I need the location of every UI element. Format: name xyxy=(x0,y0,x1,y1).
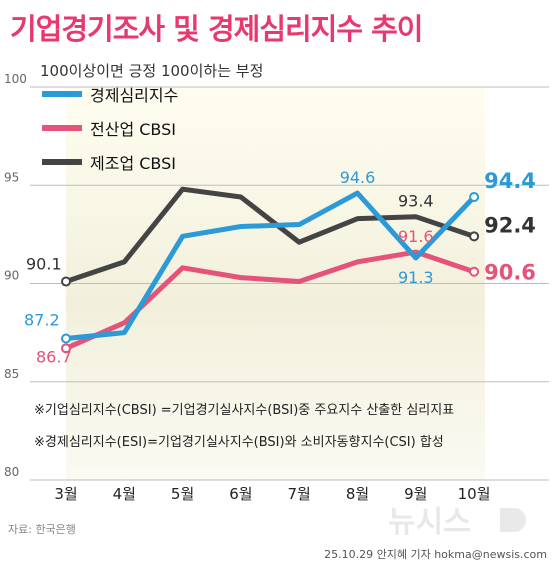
x-tick-label: 10월 xyxy=(458,485,491,503)
data-label: 91.6 xyxy=(398,227,434,246)
data-label: 91.3 xyxy=(398,268,434,287)
data-label: 92.4 xyxy=(484,213,536,237)
source-note: 자료: 한국은행 xyxy=(8,523,76,536)
data-point-marker xyxy=(469,266,480,277)
note-cbsi: ※기업심리지수(CBSI) =기업경기실사지수(BSI)중 주요지수 산출한 심… xyxy=(34,403,454,418)
x-tick-label: 6월 xyxy=(229,485,252,503)
watermark-logo-icon xyxy=(500,508,526,532)
series-markers xyxy=(61,192,480,354)
data-label: 87.2 xyxy=(24,311,60,330)
chart-title: 기업경기조사 및 경제심리지수 추이 xyxy=(10,12,423,46)
data-point-marker xyxy=(61,276,71,287)
y-tick-label-95: 95 xyxy=(4,170,19,184)
x-tick-label: 8월 xyxy=(346,485,369,503)
chart-notes: ※기업심리지수(CBSI) =기업경기실사지수(BSI)중 주요지수 산출한 심… xyxy=(34,403,454,450)
data-label: 93.4 xyxy=(398,192,434,211)
x-axis: 3월 4월 5월 6월 7월 8월 9월 10월 xyxy=(54,485,490,503)
y-tick-label-90: 90 xyxy=(4,269,19,283)
legend-swatch-manufacturing xyxy=(42,159,82,165)
x-tick-label: 9월 xyxy=(404,485,427,503)
legend-swatch-all-industry xyxy=(42,125,82,131)
data-label: 90.6 xyxy=(484,261,536,285)
chart-subtitle: 100이상이면 긍정 100이하는 부정 xyxy=(40,62,264,80)
x-tick-label: 4월 xyxy=(113,485,136,503)
grid xyxy=(30,86,549,481)
series-line-esi xyxy=(63,190,477,342)
x-tick-label: 5월 xyxy=(171,485,194,503)
legend-label-all-industry: 전산업 CBSI xyxy=(90,120,176,139)
y-tick-label-100: 100 xyxy=(4,72,27,86)
credit-line: 25.10.29 안지혜 기자 hokma@newsis.com xyxy=(324,548,547,561)
legend-label-esi: 경제심리지수 xyxy=(90,86,178,105)
x-tick-label: 3월 xyxy=(54,485,77,503)
legend: 경제심리지수 전산업 CBSI 제조업 CBSI xyxy=(42,86,178,173)
y-tick-label-85: 85 xyxy=(4,367,19,381)
newsis-watermark: 뉴시스 xyxy=(388,505,526,540)
data-point-marker xyxy=(61,343,71,354)
legend-swatch-esi xyxy=(42,91,82,97)
y-tick-label-80: 80 xyxy=(4,465,19,479)
data-point-marker xyxy=(61,333,71,344)
x-tick-label: 7월 xyxy=(288,485,311,503)
series-lines xyxy=(63,186,477,351)
data-point-marker xyxy=(469,192,480,203)
watermark-text: 뉴시스 xyxy=(388,505,471,540)
y-axis: 80 85 90 95 100 xyxy=(4,72,27,479)
note-esi: ※경제심리지수(ESI)=기업경기실사지수(BSI)와 소비자동향지수(CSI)… xyxy=(34,435,444,450)
data-label: 90.1 xyxy=(26,255,62,274)
series-line-manufacturing xyxy=(63,186,477,285)
data-label: 94.4 xyxy=(484,169,536,193)
data-labels: 86.7 91.6 90.6 90.1 93.4 92.4 87.2 94.6 91.3 94.4 xyxy=(24,168,536,366)
data-label: 94.6 xyxy=(340,168,376,187)
legend-label-manufacturing: 제조업 CBSI xyxy=(90,154,176,173)
data-point-marker xyxy=(469,231,480,242)
data-label: 86.7 xyxy=(36,347,72,366)
